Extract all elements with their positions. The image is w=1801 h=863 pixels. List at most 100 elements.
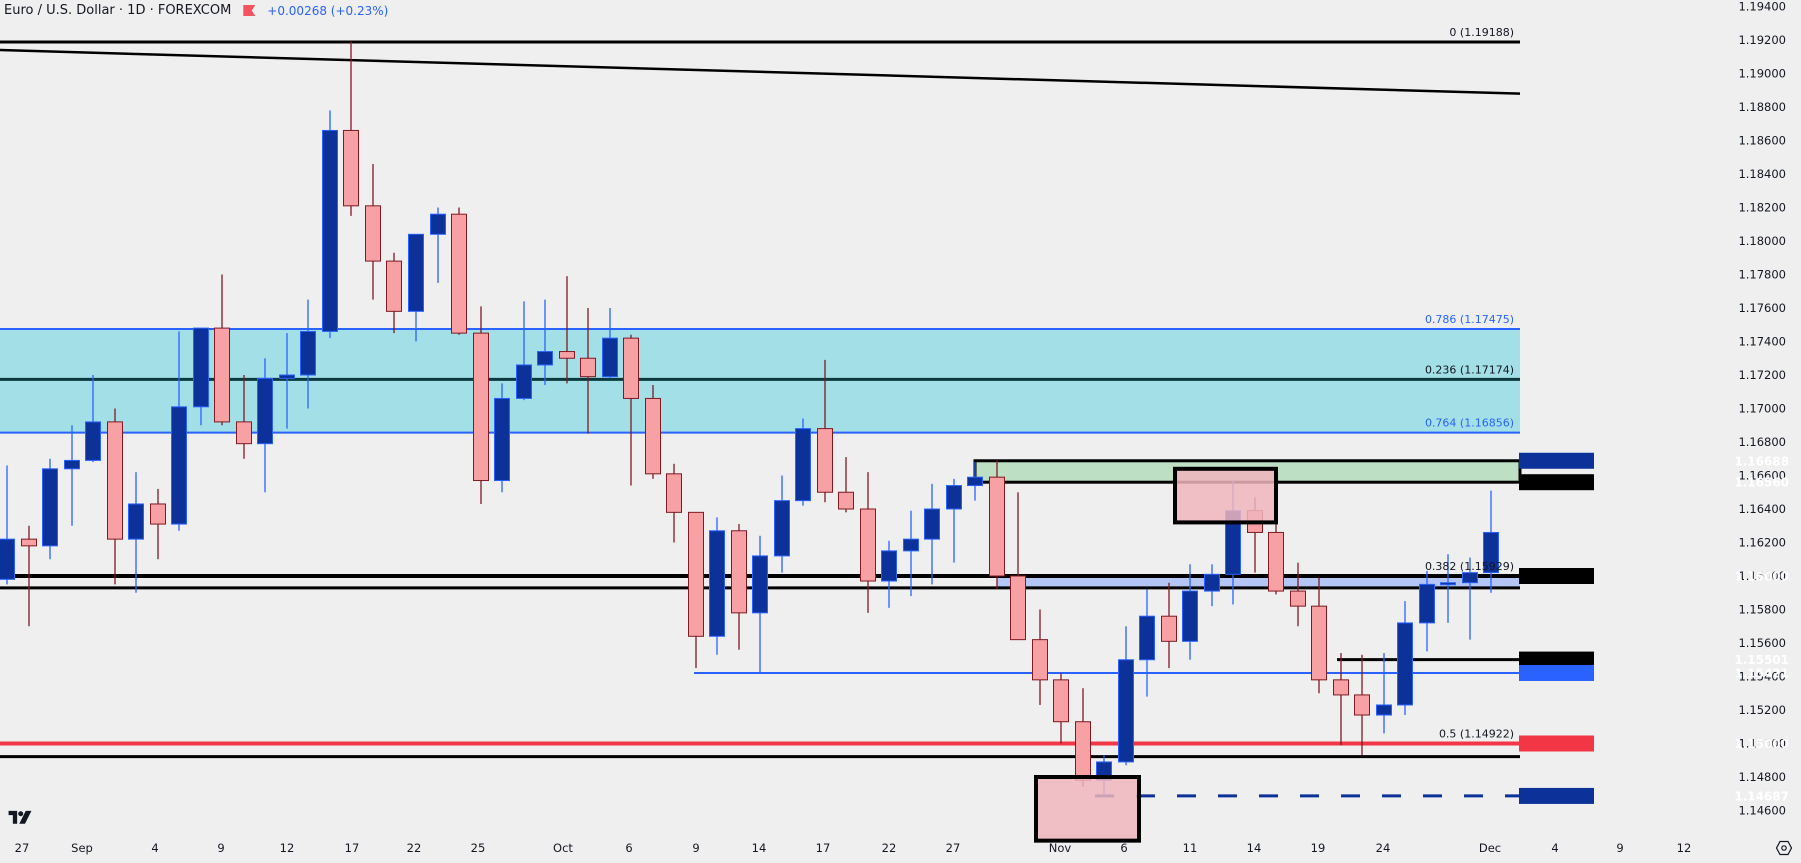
bullish-candle bbox=[64, 425, 80, 526]
price-tick: 1.18400 bbox=[1738, 167, 1786, 181]
descending-trendline[interactable] bbox=[0, 48, 1521, 95]
price-tick: 1.15400 bbox=[1738, 670, 1786, 684]
candle-body bbox=[645, 397, 661, 475]
price-tick: 1.17000 bbox=[1738, 402, 1786, 416]
bullish-candle bbox=[967, 462, 983, 501]
bearish-candle bbox=[580, 308, 596, 434]
bullish-candle bbox=[171, 331, 187, 531]
time-tick: 12 bbox=[280, 841, 295, 855]
price-axis[interactable]: 1.19400 1.19200 1.19000 1.18800 1.18600 1.184… bbox=[1519, 0, 1789, 818]
candle-body bbox=[838, 491, 854, 510]
candle-body bbox=[494, 397, 510, 482]
price-tick: 1.15200 bbox=[1738, 703, 1786, 717]
candle-body bbox=[516, 364, 532, 399]
bearish-candle bbox=[365, 163, 381, 300]
bullish-candle bbox=[924, 483, 940, 585]
bullish-candle bbox=[279, 333, 295, 429]
bullish-candle bbox=[602, 308, 618, 379]
candle-body bbox=[85, 421, 101, 461]
price-tag bbox=[1519, 568, 1594, 584]
bearish-candle bbox=[731, 524, 747, 650]
time-axis[interactable]: 27 Sep 4 9 12 17 22 25 Oct 6 9 14 17 22 27 Nov 6 11 14 19 24… bbox=[15, 841, 1692, 855]
candle-body bbox=[946, 485, 962, 510]
price-change: +0.00268 (+0.23%) bbox=[267, 3, 389, 18]
time-tick: 12 bbox=[1677, 841, 1692, 855]
time-tick: 9 bbox=[217, 841, 224, 855]
bullish-candle bbox=[193, 327, 209, 426]
price-tag-label: 1.15501 bbox=[1734, 653, 1789, 667]
candle-body bbox=[924, 508, 940, 540]
bullish-candle bbox=[903, 510, 919, 597]
candle-body bbox=[21, 538, 37, 547]
bullish-candle bbox=[1440, 554, 1456, 623]
time-tick: 27 bbox=[15, 841, 30, 855]
price-tag-label: 1.15421 bbox=[1734, 666, 1789, 680]
bearish-candle bbox=[21, 525, 37, 627]
candle-body bbox=[1483, 531, 1499, 574]
price-tick: 1.17200 bbox=[1738, 368, 1786, 382]
bullish-candle bbox=[1139, 589, 1155, 697]
price-tick: 1.17600 bbox=[1738, 301, 1786, 315]
candle-body bbox=[989, 476, 1005, 577]
tradingview-logo-icon[interactable] bbox=[5, 808, 35, 828]
bullish-candle bbox=[1204, 564, 1220, 607]
bearish-candle bbox=[559, 276, 575, 384]
candle-body bbox=[193, 327, 209, 408]
candle-body bbox=[42, 468, 58, 547]
level-label: 0.764 (1.16856) bbox=[1425, 417, 1514, 430]
bearish-candle bbox=[451, 207, 467, 335]
candle-body bbox=[774, 500, 790, 557]
candle-body bbox=[1053, 679, 1069, 723]
candle-body bbox=[1462, 572, 1478, 584]
price-tick: 1.17800 bbox=[1738, 268, 1786, 282]
bullish-candle bbox=[1118, 626, 1134, 766]
lavender-support-zone bbox=[997, 576, 1520, 588]
symbol-title[interactable]: Euro / U.S. Dollar · 1D · FOREXCOM bbox=[4, 3, 232, 18]
pink-box-bottom[interactable] bbox=[1034, 775, 1141, 843]
candle-body bbox=[430, 213, 446, 235]
bullish-candle bbox=[774, 475, 790, 573]
bearish-candle bbox=[1010, 492, 1026, 641]
candle-body bbox=[731, 530, 747, 614]
price-tick: 1.18000 bbox=[1738, 234, 1786, 248]
time-tick: 24 bbox=[1376, 841, 1391, 855]
candle-body bbox=[709, 530, 725, 637]
price-tag bbox=[1519, 735, 1594, 752]
flag-icon[interactable] bbox=[243, 5, 256, 16]
pink-box-top[interactable] bbox=[1173, 466, 1278, 525]
bearish-candle bbox=[1311, 577, 1327, 694]
bearish-candle bbox=[688, 511, 704, 669]
time-tick: 27 bbox=[946, 841, 961, 855]
bullish-candle bbox=[1397, 601, 1413, 716]
bearish-candle bbox=[989, 460, 1005, 590]
candle-body bbox=[1182, 590, 1198, 642]
bullish-candle bbox=[516, 301, 532, 401]
candle-body bbox=[967, 476, 983, 487]
candle-body bbox=[1010, 575, 1026, 641]
price-tick: 1.18800 bbox=[1738, 100, 1786, 114]
time-tick: Dec bbox=[1479, 841, 1501, 855]
bearish-candle bbox=[623, 334, 639, 486]
boxes-layer bbox=[1034, 466, 1278, 843]
bearish-candle bbox=[1333, 653, 1349, 746]
candle-body bbox=[343, 129, 359, 207]
price-tag-label: 1.16560 bbox=[1734, 476, 1789, 490]
candle-body bbox=[623, 337, 639, 399]
gear-hex-icon[interactable] bbox=[1776, 840, 1792, 856]
price-tick: 1.16400 bbox=[1738, 502, 1786, 516]
candle-body bbox=[1204, 573, 1220, 592]
time-tick: Sep bbox=[71, 841, 93, 855]
time-tick: 17 bbox=[816, 841, 831, 855]
candle-body bbox=[257, 377, 273, 445]
candle-body bbox=[64, 459, 80, 470]
candle-body bbox=[1139, 615, 1155, 661]
bearish-candle bbox=[214, 274, 230, 426]
bullish-candle bbox=[537, 299, 553, 386]
price-tick: 1.15600 bbox=[1738, 636, 1786, 650]
bullish-candle bbox=[1419, 570, 1435, 652]
candle-body bbox=[1376, 704, 1392, 716]
candle-body bbox=[1161, 615, 1177, 642]
candle-body bbox=[1419, 583, 1435, 624]
price-tick: 1.18200 bbox=[1738, 201, 1786, 215]
